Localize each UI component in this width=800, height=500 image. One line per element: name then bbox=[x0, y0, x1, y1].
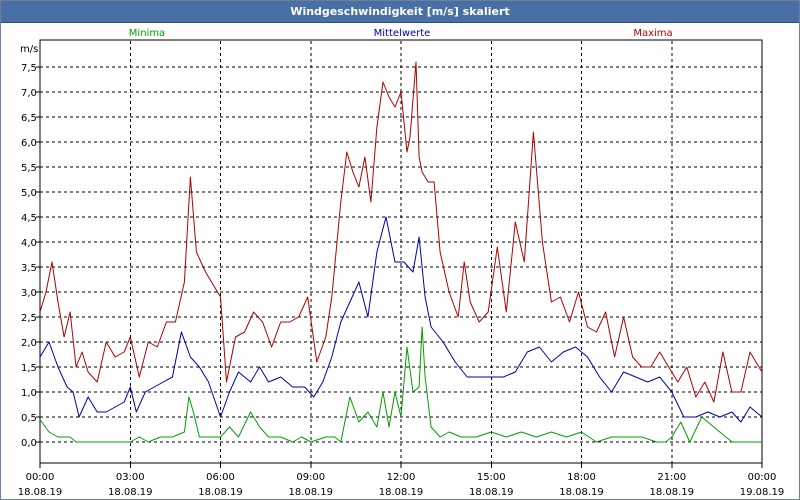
y-tick-label: 4,5 bbox=[21, 213, 37, 224]
y-tick-label: 5,0 bbox=[21, 188, 37, 199]
x-tick-date: 19.08.19 bbox=[740, 487, 785, 498]
x-tick-time: 00:00 bbox=[748, 472, 777, 483]
y-tick-label: 5,5 bbox=[21, 163, 37, 174]
x-tick-date: 18.08.19 bbox=[559, 487, 604, 498]
x-tick-time: 09:00 bbox=[296, 472, 325, 483]
x-tick-date: 18.08.19 bbox=[288, 487, 333, 498]
legend-maxima: Maxima bbox=[633, 28, 672, 39]
series-line-maxima bbox=[39, 61, 763, 403]
y-tick-label: 0,5 bbox=[21, 413, 37, 424]
y-tick-label: 2,0 bbox=[21, 338, 37, 349]
legend-mittelwerte: Mittelwerte bbox=[374, 28, 431, 39]
y-tick-label: 7,0 bbox=[21, 88, 37, 99]
x-tick-time: 12:00 bbox=[387, 472, 416, 483]
x-tick-date: 18.08.19 bbox=[649, 487, 694, 498]
y-tick-label: 3,0 bbox=[21, 288, 37, 299]
legend-minima: Minima bbox=[129, 28, 165, 39]
y-tick-label: 4,0 bbox=[21, 238, 37, 249]
x-tick-time: 03:00 bbox=[116, 472, 145, 483]
chart-title: Windgeschwindigkeit [m/s] skaliert bbox=[1, 1, 799, 23]
y-axis-label: m/s bbox=[20, 44, 38, 55]
y-tick-label: 2,5 bbox=[21, 313, 37, 324]
series-line-mittelwerte bbox=[39, 216, 763, 423]
y-tick-label: 0,0 bbox=[21, 438, 37, 449]
x-tick-time: 21:00 bbox=[657, 472, 686, 483]
y-tick-label: 1,5 bbox=[21, 363, 37, 374]
y-tick-label: 6,5 bbox=[21, 113, 37, 124]
series-line-minima bbox=[39, 326, 762, 443]
x-tick-time: 18:00 bbox=[567, 472, 596, 483]
x-tick-time: 06:00 bbox=[206, 472, 235, 483]
grid bbox=[40, 41, 762, 463]
x-tick-date: 18.08.19 bbox=[379, 487, 424, 498]
x-tick-date: 18.08.19 bbox=[198, 487, 243, 498]
x-axis: 00:00 18.08.19 03:00 18.08.19 06:00 18.08.19 0… bbox=[18, 463, 785, 498]
x-tick-date: 18.08.19 bbox=[469, 487, 514, 498]
y-axis: 0,0 0,5 1,0 1,5 2,0 2,5 3,0 3,5 4,0 4,5 5,0 5,5 6,0 6… bbox=[21, 63, 40, 449]
x-tick-time: 00:00 bbox=[26, 472, 55, 483]
x-tick-date: 18.08.19 bbox=[108, 487, 153, 498]
y-tick-label: 6,0 bbox=[21, 138, 37, 149]
y-tick-label: 7,5 bbox=[21, 63, 37, 74]
x-tick-date: 18.08.19 bbox=[18, 487, 63, 498]
y-tick-label: 3,5 bbox=[21, 263, 37, 274]
x-tick-time: 15:00 bbox=[477, 472, 506, 483]
series-layer bbox=[39, 61, 763, 443]
y-tick-label: 1,0 bbox=[21, 388, 37, 399]
